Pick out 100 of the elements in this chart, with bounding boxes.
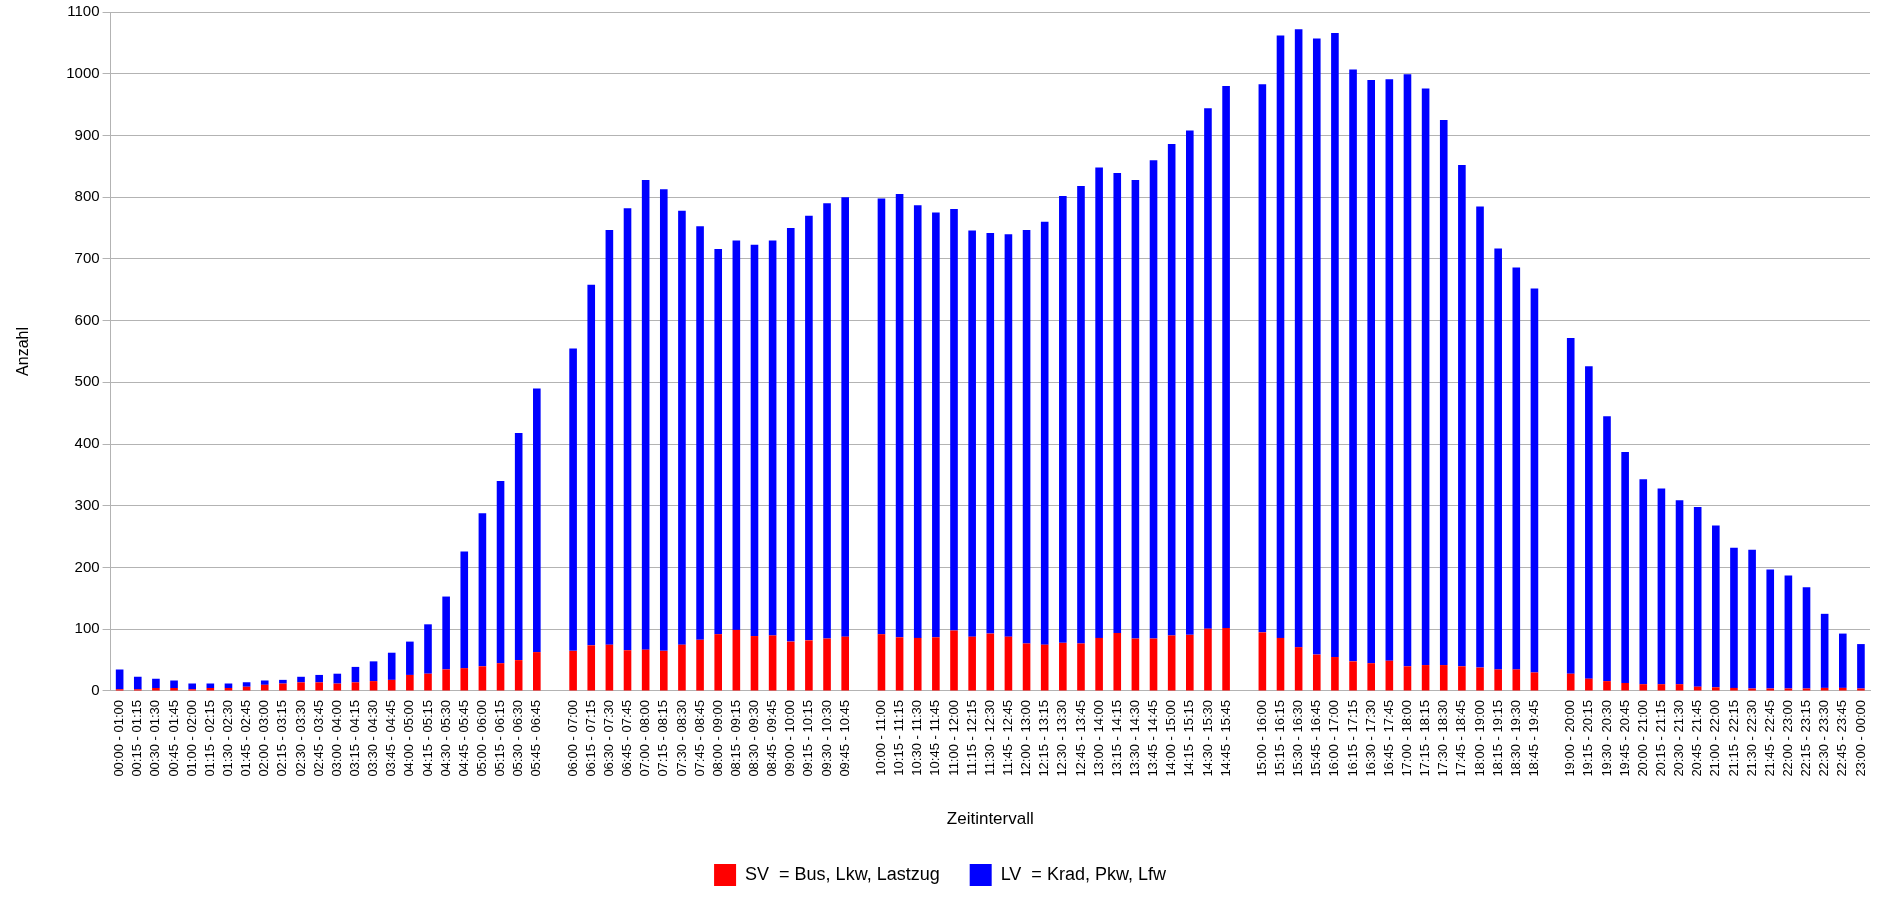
x-tick-label: 10:30 - 11:30	[909, 699, 925, 776]
x-tick-label: 10:00 - 11:00	[873, 699, 889, 776]
bar	[1621, 682, 1629, 691]
bar	[1403, 74, 1412, 667]
x-tick-label: 02:15 - 03:15	[274, 699, 290, 777]
bar	[1494, 669, 1502, 691]
bar	[968, 636, 976, 691]
bar	[1222, 86, 1230, 629]
x-tick-label: 19:30 - 20:30	[1598, 699, 1614, 777]
x-tick-label: 12:00 - 13:00	[1018, 699, 1034, 777]
x-tick-label: 18:15 - 19:15	[1489, 699, 1505, 777]
bar	[641, 649, 650, 691]
x-tick-label: 06:30 - 07:30	[600, 699, 616, 777]
x-tick-label: 20:45 - 21:45	[1689, 699, 1705, 777]
bar	[1639, 684, 1648, 691]
x-tick-label: 05:30 - 06:30	[510, 699, 526, 777]
bar	[1131, 179, 1140, 639]
x-tick-label: 03:30 - 04:30	[365, 699, 381, 777]
bar	[297, 682, 305, 691]
bar	[315, 674, 323, 683]
x-tick-label: 17:00 - 18:00	[1399, 699, 1415, 777]
x-tick-label: 21:30 - 22:30	[1743, 699, 1759, 777]
bar	[950, 630, 958, 691]
bar	[1385, 79, 1394, 661]
bar	[605, 644, 614, 691]
bar	[1022, 229, 1031, 644]
x-tick-label: 22:30 - 23:30	[1816, 699, 1832, 777]
bar	[786, 641, 795, 691]
legend-label: LV = Krad, Pkw, Lfw	[1000, 863, 1167, 884]
bar	[659, 189, 668, 651]
bar	[460, 668, 469, 691]
x-tick-label: 18:30 - 19:30	[1507, 699, 1523, 777]
bar	[1639, 479, 1648, 685]
y-tick-label: 600	[74, 310, 100, 328]
bar	[1512, 267, 1521, 670]
x-tick-label: 21:45 - 22:45	[1761, 699, 1777, 777]
bar	[424, 624, 432, 674]
bar	[732, 629, 741, 691]
x-tick-label: 03:15 - 04:15	[347, 699, 363, 777]
x-tick-label: 10:45 - 11:45	[927, 699, 943, 776]
x-tick-label: 17:30 - 18:30	[1435, 699, 1451, 777]
x-tick-label: 13:45 - 14:45	[1145, 699, 1161, 777]
bar	[1040, 221, 1049, 645]
bar	[1004, 636, 1013, 691]
x-tick-label: 12:15 - 13:15	[1036, 699, 1052, 777]
bar	[659, 650, 668, 691]
y-tick-label: 200	[74, 557, 100, 575]
bar	[1040, 644, 1049, 691]
bar	[188, 683, 196, 690]
y-tick-label: 300	[74, 495, 100, 513]
bar	[387, 652, 396, 680]
x-tick-label: 18:00 - 19:00	[1471, 699, 1487, 777]
bar	[605, 229, 614, 645]
x-tick-label: 13:00 - 14:00	[1090, 699, 1106, 777]
y-tick-label: 800	[74, 187, 100, 205]
bar	[1312, 38, 1321, 655]
legend-label: SV = Bus, Lkw, Lastzug	[745, 863, 940, 884]
bar	[442, 669, 450, 691]
x-tick-label: 13:30 - 14:30	[1126, 699, 1142, 777]
bar	[1022, 643, 1031, 691]
bar	[805, 215, 813, 641]
y-tick-label: 500	[74, 372, 100, 390]
bar	[1494, 248, 1502, 670]
x-tick-label: 11:00 - 12:00	[945, 699, 961, 776]
x-tick-label: 19:00 - 20:00	[1562, 699, 1578, 777]
bar	[587, 645, 596, 691]
x-tick-label: 09:45 - 10:45	[836, 699, 852, 777]
bar	[1167, 144, 1176, 636]
x-tick-label: 21:15 - 22:15	[1725, 699, 1741, 777]
bar	[279, 679, 287, 684]
x-tick-label: 07:30 - 08:30	[673, 699, 689, 777]
bar	[260, 680, 269, 685]
bar	[1566, 337, 1575, 674]
bar	[1730, 547, 1738, 688]
bar	[1077, 643, 1085, 691]
bar	[623, 650, 632, 691]
bar	[315, 682, 323, 691]
bar	[1258, 632, 1267, 691]
bar	[1077, 186, 1085, 644]
x-tick-label: 01:45 - 02:45	[238, 699, 254, 777]
bar	[369, 661, 378, 682]
bar	[333, 683, 342, 691]
x-tick-label: 06:45 - 07:45	[619, 699, 635, 777]
bar	[1113, 173, 1122, 633]
bar	[1585, 366, 1593, 679]
x-tick-label: 22:00 - 23:00	[1779, 699, 1795, 777]
x-tick-label: 15:15 - 16:15	[1272, 699, 1288, 777]
bar	[260, 684, 269, 691]
bar	[1204, 628, 1212, 691]
x-tick-label: 07:45 - 08:45	[691, 699, 707, 777]
x-tick-label: 14:30 - 15:30	[1199, 699, 1215, 777]
bar	[1585, 678, 1593, 691]
x-tick-label: 11:30 - 12:30	[981, 699, 997, 776]
x-tick-label: 08:00 - 09:00	[709, 699, 725, 777]
y-tick-label: 1100	[67, 2, 100, 20]
bar	[1131, 638, 1140, 691]
x-tick-label: 17:45 - 18:45	[1453, 699, 1469, 777]
x-tick-label: 01:15 - 02:15	[201, 699, 217, 777]
bar	[877, 198, 886, 635]
bar	[1621, 452, 1629, 683]
